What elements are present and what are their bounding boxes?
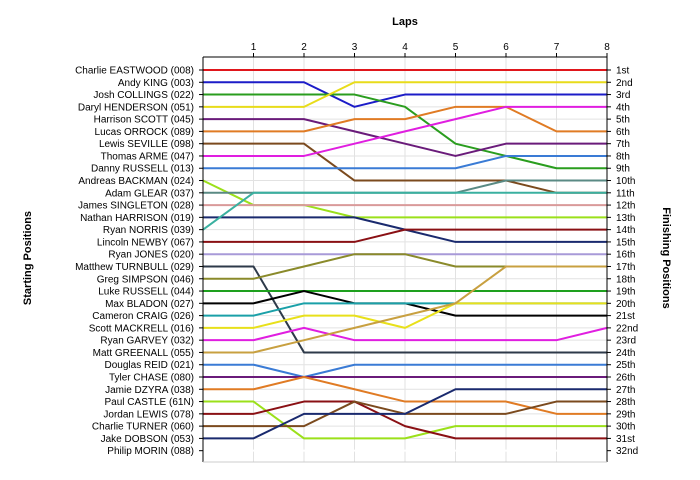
finishing-position-label: 22nd	[616, 323, 638, 334]
starting-position-label: Tyler CHASE (080)	[109, 373, 194, 384]
series-lines	[202, 69, 608, 452]
finishing-position-label: 30th	[616, 422, 635, 433]
x-tick-label: 3	[352, 42, 358, 53]
x-tick-label: 1	[251, 42, 257, 53]
series-line	[203, 363, 607, 378]
x-tick-label: 5	[453, 42, 459, 53]
starting-position-label: Ryan NORRIS (039)	[103, 225, 194, 236]
starting-position-label: Scott MACKRELL (016)	[89, 323, 194, 334]
series-line	[203, 265, 607, 354]
starting-position-label: Greg SIMPSON (046)	[97, 274, 194, 285]
starting-position-label: Charlie EASTWOOD (008)	[75, 66, 194, 77]
finishing-position-label: 11th	[616, 188, 635, 199]
starting-position-label: Ryan GARVEY (032)	[100, 336, 194, 347]
series-line	[203, 118, 607, 157]
finishing-position-label: 29th	[616, 409, 635, 420]
x-tick-label: 7	[554, 42, 560, 53]
x-tick-label: 4	[402, 42, 408, 53]
finishing-position-label: 8th	[616, 151, 630, 162]
series-line	[203, 105, 607, 157]
series-line	[203, 105, 607, 133]
starting-position-label: Douglas REID (021)	[105, 360, 194, 371]
series-line	[203, 142, 607, 194]
finishing-position-label: 7th	[616, 139, 630, 150]
x-axis-title: Laps	[392, 16, 418, 28]
starting-position-label: Lewis SEVILLE (098)	[99, 139, 194, 150]
starting-position-label: Matt GREENALL (055)	[93, 348, 194, 359]
labels: 1 2 3 4 5 6 7 8 Charlie EASTWOOD (008)Andy KING …	[75, 42, 638, 457]
series-line	[203, 81, 607, 108]
finishing-position-label: 20th	[616, 299, 635, 310]
axes	[199, 53, 611, 463]
finishing-position-label: 3rd	[616, 90, 630, 101]
starting-position-label: Ryan JONES (020)	[108, 250, 194, 261]
series-line	[203, 400, 607, 440]
finishing-position-label: 9th	[616, 164, 630, 175]
series-line	[203, 265, 607, 354]
finishing-position-label: 21st	[616, 311, 635, 322]
finishing-position-label: 31st	[616, 434, 635, 445]
x-tick-label: 8	[604, 42, 610, 53]
starting-position-label: Nathan HARRISON (019)	[80, 213, 194, 224]
starting-position-label: Max BLADON (027)	[105, 299, 194, 310]
starting-position-label: Josh COLLINGS (022)	[93, 90, 194, 101]
starting-position-label: Lincoln NEWBY (067)	[97, 237, 194, 248]
series-line	[203, 228, 607, 243]
starting-position-label: Daryl HENDERSON (051)	[78, 102, 194, 113]
y-axis-title-right: Finishing Positions	[660, 207, 672, 308]
finishing-position-label: 10th	[616, 176, 635, 187]
finishing-position-label: 17th	[616, 262, 635, 273]
y-axis-title-left: Starting Positions	[22, 211, 34, 305]
starting-position-label: Paul CASTLE (61N)	[105, 397, 194, 408]
finishing-position-label: 2nd	[616, 78, 633, 89]
starting-position-label: Adam GLEAR (037)	[105, 188, 194, 199]
starting-position-label: Harrison SCOTT (045)	[94, 115, 194, 126]
finishing-position-label: 12th	[616, 201, 635, 212]
starting-position-label: Charlie TURNER (060)	[92, 422, 194, 433]
finishing-position-label: 4th	[616, 102, 630, 113]
starting-position-label: Jake DOBSON (053)	[101, 434, 194, 445]
starting-position-label: Andreas BACKMAN (024)	[78, 176, 194, 187]
finishing-position-label: 13th	[616, 213, 635, 224]
starting-position-label: Luke RUSSELL (044)	[98, 287, 194, 298]
finishing-position-label: 1st	[616, 66, 630, 77]
series-line	[203, 93, 607, 170]
series-line	[203, 400, 607, 440]
starting-position-label: Danny RUSSELL (013)	[91, 164, 194, 175]
series-line	[203, 326, 608, 342]
finishing-position-label: 19th	[616, 287, 635, 298]
series-line	[203, 302, 607, 329]
finishing-position-label: 6th	[616, 127, 630, 138]
starting-position-label: Philip MORIN (088)	[107, 446, 194, 457]
series-line	[202, 191, 607, 231]
finishing-position-label: 14th	[616, 225, 635, 236]
starting-position-label: Jordan LEWIS (078)	[103, 409, 194, 420]
finishing-position-label: 26th	[616, 373, 635, 384]
starting-position-label: James SINGLETON (028)	[78, 201, 194, 212]
finishing-position-label: 5th	[616, 115, 630, 126]
series-line	[203, 388, 607, 440]
starting-position-label: Jamie DZYRA (038)	[105, 385, 194, 396]
series-line	[203, 154, 607, 170]
finishing-position-label: 25th	[616, 360, 635, 371]
x-tick-label: 6	[503, 42, 509, 53]
finishing-position-label: 16th	[616, 250, 635, 261]
finishing-position-label: 27th	[616, 385, 635, 396]
finishing-position-label: 28th	[616, 397, 635, 408]
finishing-position-label: 18th	[616, 274, 635, 285]
series-line	[203, 376, 607, 415]
starting-position-label: Matthew TURNBULL (029)	[75, 262, 194, 273]
finishing-position-label: 15th	[616, 237, 635, 248]
starting-position-label: Andy KING (003)	[118, 78, 194, 89]
starting-position-label: Thomas ARME (047)	[101, 151, 194, 162]
series-line	[203, 81, 607, 108]
finishing-position-label: 23rd	[616, 336, 636, 347]
starting-position-label: Lucas ORROCK (089)	[95, 127, 194, 138]
x-tick-label: 2	[301, 42, 307, 53]
finishing-position-label: 24th	[616, 348, 635, 359]
starting-position-label: Cameron CRAIG (026)	[92, 311, 194, 322]
finishing-position-label: 32nd	[616, 446, 638, 457]
